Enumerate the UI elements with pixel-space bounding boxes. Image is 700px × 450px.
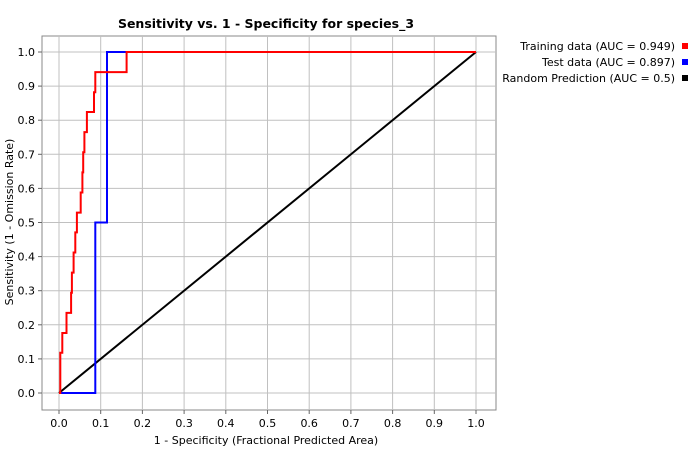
y-tick-label: 0.4	[18, 251, 36, 264]
x-tick-label: 0.9	[426, 417, 444, 430]
y-tick-label: 0.0	[18, 387, 36, 400]
legend: Training data (AUC = 0.949) Test data (AU…	[502, 40, 688, 85]
x-tick-label: 0.3	[175, 417, 193, 430]
gridlines	[42, 36, 496, 410]
legend-swatch	[682, 75, 688, 81]
x-tick-label: 0.8	[384, 417, 402, 430]
x-tick-label: 0.1	[92, 417, 110, 430]
y-axis-label: Sensitivity (1 - Omission Rate)	[3, 139, 16, 306]
x-tick-label: 0.5	[259, 417, 277, 430]
x-axis: 0.0 0.1 0.2 0.3 0.4 0.5 0.6 0.7 0.8 0.9 1.0	[50, 410, 485, 430]
x-tick-label: 1.0	[467, 417, 485, 430]
x-tick-label: 0.0	[50, 417, 68, 430]
y-tick-label: 0.6	[18, 182, 36, 195]
series-lines	[58, 51, 477, 394]
x-tick-label: 0.6	[300, 417, 318, 430]
x-tick-label: 0.2	[134, 417, 152, 430]
y-tick-label: 0.3	[18, 285, 36, 298]
series-line-2	[58, 51, 477, 394]
legend-label: Training data (AUC = 0.949)	[519, 40, 675, 53]
y-tick-label: 0.5	[18, 217, 36, 230]
y-axis: 0.0 0.1 0.2 0.3 0.4 0.5 0.6 0.7 0.8 0.9 1.0	[18, 46, 42, 400]
chart-title: Sensitivity vs. 1 - Specificity for spec…	[118, 16, 414, 32]
y-tick-label: 0.9	[18, 80, 36, 93]
y-tick-label: 0.1	[18, 353, 36, 366]
y-tick-label: 0.8	[18, 114, 36, 127]
x-axis-label: 1 - Specificity (Fractional Predicted Ar…	[154, 434, 378, 447]
series-line-0	[59, 51, 476, 394]
legend-swatch	[682, 59, 688, 65]
legend-label: Random Prediction (AUC = 0.5)	[502, 72, 675, 85]
y-tick-label: 0.7	[18, 148, 36, 161]
y-tick-label: 1.0	[18, 46, 36, 59]
x-tick-label: 0.4	[217, 417, 235, 430]
x-tick-label: 0.7	[342, 417, 360, 430]
legend-swatch	[682, 43, 688, 49]
y-tick-label: 0.2	[18, 319, 36, 332]
legend-label: Test data (AUC = 0.897)	[541, 56, 675, 69]
